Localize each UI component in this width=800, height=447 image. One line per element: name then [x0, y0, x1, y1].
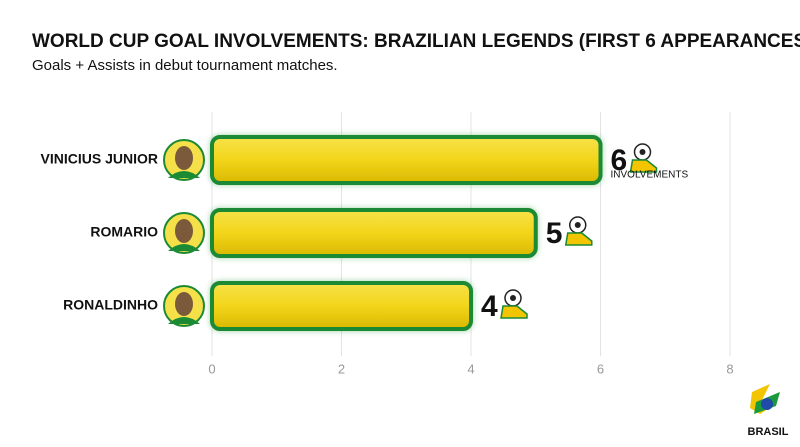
player-face [175, 219, 193, 243]
player-face [175, 146, 193, 170]
annotation: INVOLVEMENTS [611, 170, 689, 181]
chart-subtitle: Goals + Assists in debut tournament matc… [32, 57, 338, 74]
category-label: RONALDINHO [63, 297, 158, 313]
brand-text: BRASIL [748, 426, 789, 438]
value-label: 6 [611, 144, 628, 177]
chart-title: WORLD CUP GOAL INVOLVEMENTS: BRAZILIAN L… [32, 31, 800, 52]
boot-icon [629, 159, 658, 173]
x-tick-label: 6 [597, 361, 604, 376]
value-label: 4 [481, 290, 498, 323]
category-label: VINICIUS JUNIOR [41, 151, 158, 167]
ball-patch [574, 222, 581, 228]
player-shirt [168, 244, 200, 251]
player-shirt [168, 317, 200, 324]
bar [210, 208, 538, 258]
x-tick-label: 8 [726, 361, 733, 376]
player-face [175, 292, 193, 316]
value-label: 5 [546, 217, 563, 250]
x-tick-label: 4 [467, 361, 474, 376]
x-tick-label: 0 [208, 361, 215, 376]
player-shirt [168, 171, 200, 178]
ball-patch [510, 295, 516, 301]
brand-logo: BRASIL [748, 384, 789, 438]
boot-icon [500, 305, 528, 319]
bar [210, 281, 473, 331]
ball-patch [639, 149, 646, 155]
boot-icon [564, 232, 593, 246]
category-label: ROMARIO [90, 224, 158, 240]
x-tick-label: 2 [338, 361, 345, 376]
bar [210, 135, 603, 185]
